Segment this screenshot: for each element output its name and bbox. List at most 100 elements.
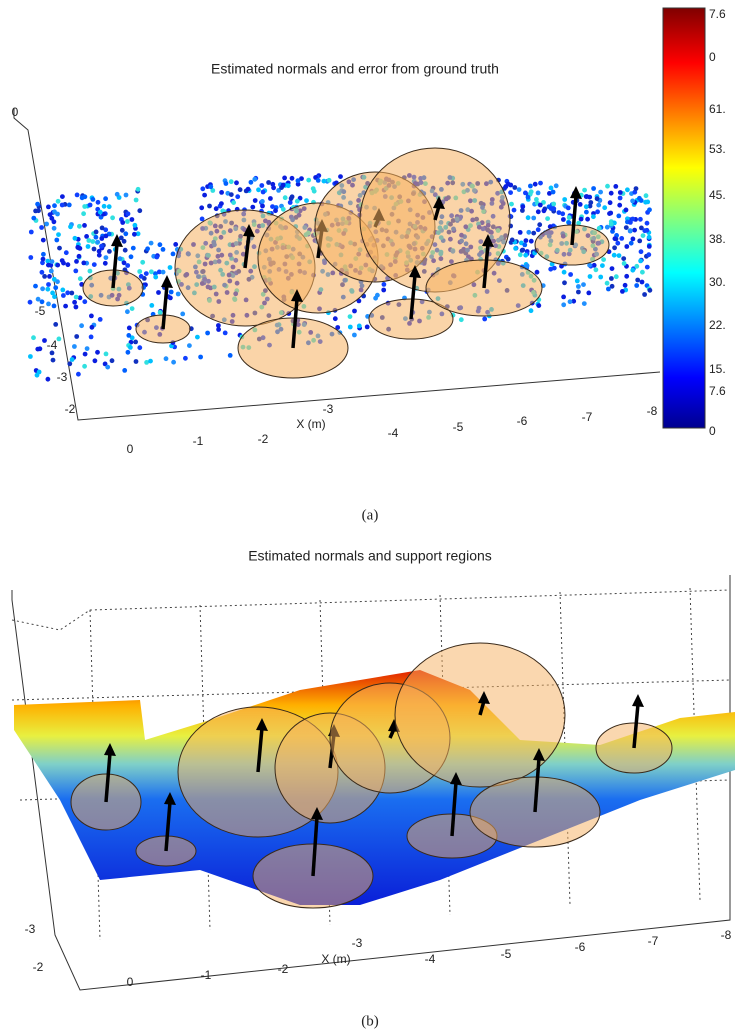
normal-arrow xyxy=(104,752,112,803)
point xyxy=(52,294,57,300)
point xyxy=(123,231,129,237)
point xyxy=(287,200,293,205)
point xyxy=(153,274,159,280)
point xyxy=(577,202,583,207)
point xyxy=(356,323,362,329)
point xyxy=(46,282,51,287)
point xyxy=(53,322,59,327)
point xyxy=(28,255,34,260)
point xyxy=(77,223,82,229)
point xyxy=(35,346,41,352)
point xyxy=(200,186,206,192)
point xyxy=(289,175,295,181)
point xyxy=(595,209,600,215)
point xyxy=(609,266,615,271)
point xyxy=(623,207,629,213)
normal-arrow xyxy=(632,703,640,749)
point xyxy=(90,197,96,202)
colorbar-label: 15. xyxy=(709,362,726,376)
point xyxy=(199,216,205,222)
point xyxy=(228,192,234,198)
point xyxy=(99,225,105,231)
point xyxy=(52,209,57,215)
point xyxy=(46,204,51,210)
normal-arrow xyxy=(256,727,264,773)
point xyxy=(122,368,128,373)
point xyxy=(565,205,571,211)
point xyxy=(31,335,36,341)
point xyxy=(149,269,154,275)
point xyxy=(519,248,525,253)
point xyxy=(65,262,71,268)
point xyxy=(528,238,534,244)
point xyxy=(294,198,300,204)
point xyxy=(45,286,51,292)
point xyxy=(187,343,192,348)
point xyxy=(252,198,258,203)
point xyxy=(285,183,291,189)
point xyxy=(617,202,623,208)
point xyxy=(227,353,233,358)
point xyxy=(509,201,514,207)
point xyxy=(548,266,554,272)
point xyxy=(581,282,586,287)
point xyxy=(297,195,303,201)
point xyxy=(576,220,582,226)
point xyxy=(537,222,543,228)
point xyxy=(207,203,212,209)
point xyxy=(133,197,139,203)
point xyxy=(582,187,587,193)
point xyxy=(129,217,135,222)
point xyxy=(596,202,602,208)
normal-arrow xyxy=(570,195,578,246)
point xyxy=(145,246,151,252)
point xyxy=(637,195,642,201)
point xyxy=(556,210,562,216)
caption-a: (a) xyxy=(362,507,379,523)
point xyxy=(76,371,81,377)
point xyxy=(605,183,610,189)
point xyxy=(508,182,514,188)
point xyxy=(128,254,134,260)
point xyxy=(87,268,93,274)
point xyxy=(144,360,150,365)
point xyxy=(250,204,256,210)
point xyxy=(509,237,515,243)
point xyxy=(138,274,144,279)
point xyxy=(288,196,294,201)
y-tick-label: -5 xyxy=(35,304,46,318)
point xyxy=(73,268,79,274)
point xyxy=(77,276,83,282)
point xyxy=(536,303,542,308)
point xyxy=(120,220,126,225)
point xyxy=(634,263,640,269)
point xyxy=(534,197,539,202)
point xyxy=(584,209,589,215)
point xyxy=(125,219,130,224)
point xyxy=(156,269,162,275)
point xyxy=(99,243,104,249)
point xyxy=(528,189,534,195)
point xyxy=(561,217,566,222)
point xyxy=(511,207,517,213)
point xyxy=(63,303,68,309)
point xyxy=(156,290,161,295)
point xyxy=(39,225,44,230)
point xyxy=(639,225,644,231)
point xyxy=(93,234,99,240)
point xyxy=(28,354,33,359)
arrow-head xyxy=(478,691,490,704)
point xyxy=(528,183,533,189)
point xyxy=(616,213,622,219)
point xyxy=(548,185,554,191)
colorbar-label: 30. xyxy=(709,275,726,289)
point xyxy=(647,287,653,293)
x-tick-label: -5 xyxy=(453,420,464,434)
point xyxy=(639,279,645,285)
point xyxy=(608,190,614,196)
point xyxy=(79,323,84,329)
point xyxy=(593,267,599,273)
point xyxy=(532,181,538,187)
point xyxy=(69,290,75,296)
